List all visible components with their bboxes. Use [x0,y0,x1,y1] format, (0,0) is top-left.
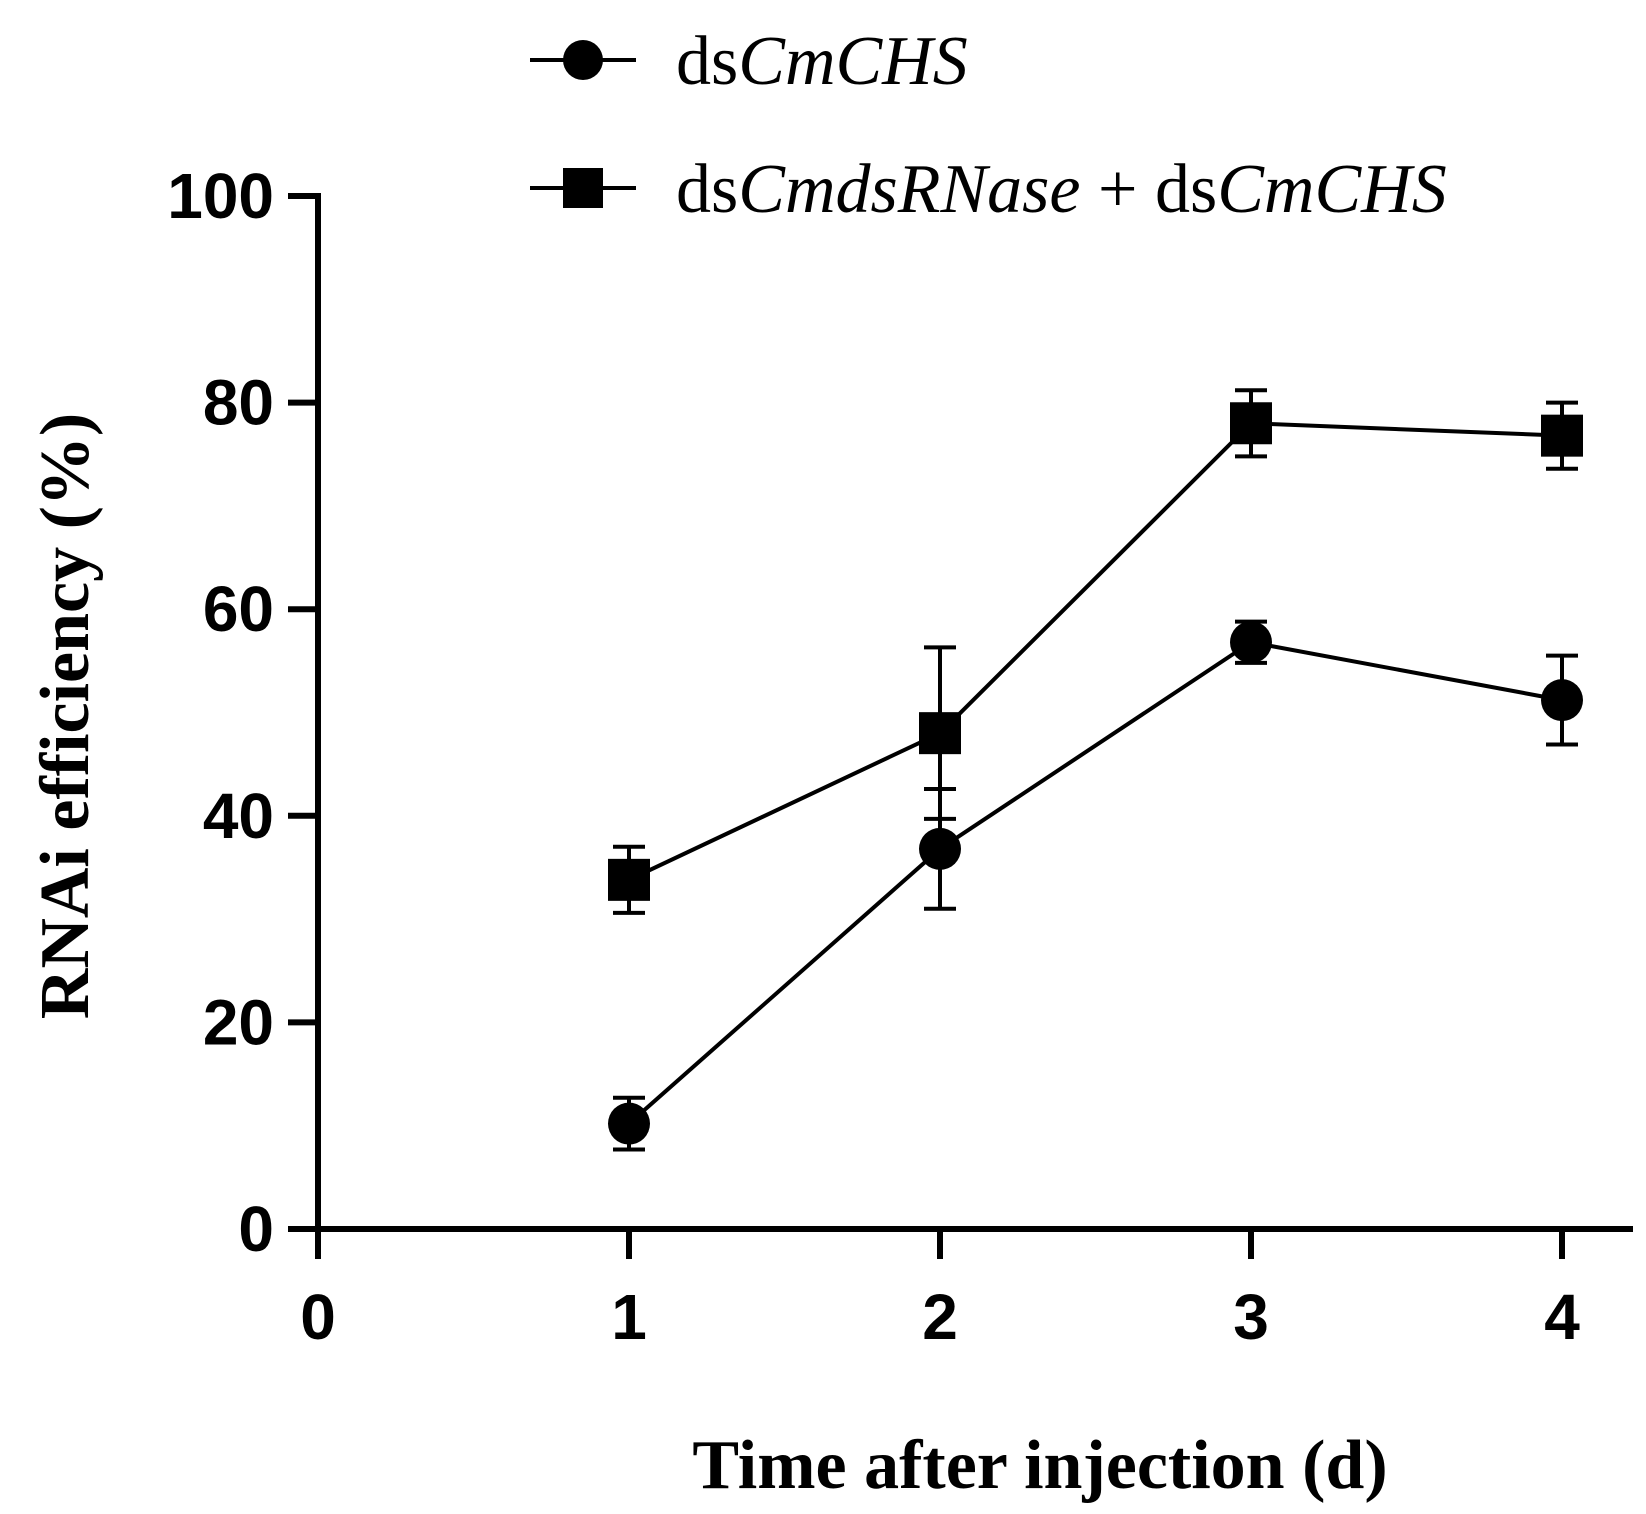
legend-marker-circle [563,40,603,80]
legend-marker-square [563,168,603,208]
legend-entry-1: dsCmCHS [530,23,968,100]
x-tick-label: 2 [922,1281,958,1353]
x-tick-label: 0 [300,1281,336,1353]
series-line [627,640,1563,1126]
y-axis-title: RNAi efficiency (%) [27,413,104,1019]
data-point [1230,402,1272,445]
legend-label: dsCmCHS [676,23,968,100]
legend-entry-2: dsCmdsRNase + dsCmCHS [530,151,1447,228]
data-point [608,1102,650,1145]
y-tick-label: 80 [203,367,274,439]
x-tick-label: 3 [1233,1281,1269,1353]
data-point [919,712,961,755]
x-tick-label: 4 [1544,1281,1580,1353]
series-2 [608,388,1583,915]
data-point [1541,414,1583,457]
series-layer [608,388,1583,1152]
y-tick-label: 0 [238,1193,274,1265]
series-1 [608,619,1583,1152]
data-point [1541,679,1583,722]
data-point [608,858,650,901]
x-tick-label: 1 [611,1281,647,1353]
y-tick-label: 60 [203,573,274,645]
y-tick-label: 40 [203,780,274,852]
legend-label: dsCmdsRNase + dsCmCHS [676,151,1447,228]
axes: 0 20 40 60 80 100 0 1 2 3 4 [167,160,1633,1353]
x-axis-title: Time after injection (d) [692,1427,1387,1504]
y-tick-label: 20 [203,986,274,1058]
data-point [919,827,961,870]
data-point [1230,621,1272,664]
legend: dsCmCHS dsCmdsRNase + dsCmCHS [530,23,1447,228]
y-tick-label: 100 [167,160,274,232]
series-line [628,421,1563,882]
